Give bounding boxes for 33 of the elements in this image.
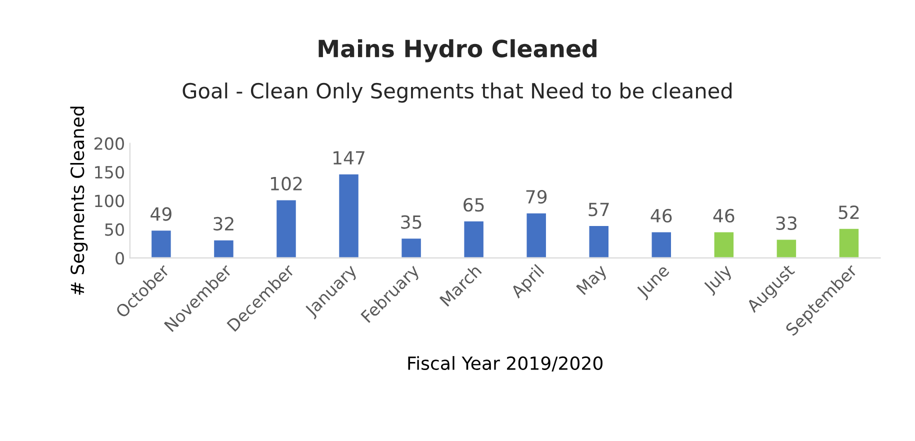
y-tick-label: 50 [105, 223, 124, 236]
data-label: 46 [713, 208, 734, 223]
bar [400, 237, 422, 258]
bar [275, 198, 298, 258]
chart-subtitle: Goal - Clean Only Segments that Need to be cleaned [182, 82, 732, 103]
data-label: 49 [150, 207, 172, 221]
y-tick-label: 150 [95, 166, 124, 179]
bar [150, 229, 172, 258]
bar [338, 173, 360, 258]
bar [588, 224, 610, 258]
y-axis-title: # Segments Cleaned [70, 106, 88, 295]
data-label: 102 [270, 176, 302, 190]
y-tick-label: 0 [116, 252, 124, 265]
data-label: 52 [838, 205, 859, 220]
bar [650, 230, 672, 258]
data-label: 57 [588, 202, 609, 216]
data-label: 147 [334, 151, 364, 164]
bar [712, 230, 735, 258]
bar [838, 227, 860, 258]
bar [775, 238, 798, 258]
y-tick-label: 200 [94, 137, 124, 150]
bar [212, 238, 235, 258]
data-label: 65 [464, 198, 484, 212]
data-label: 46 [650, 208, 672, 223]
data-label: 35 [401, 215, 422, 229]
x-axis-title: Fiscal Year 2019/2020 [408, 356, 602, 372]
data-label: 32 [214, 216, 234, 231]
y-tick-label: 100 [95, 194, 124, 208]
bar [462, 220, 485, 258]
chart-title: Mains Hydro Cleaned [318, 39, 596, 62]
data-label: 33 [776, 216, 796, 230]
bar [525, 212, 548, 258]
data-label: 79 [526, 190, 547, 204]
